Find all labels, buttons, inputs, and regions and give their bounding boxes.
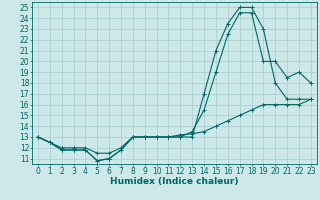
X-axis label: Humidex (Indice chaleur): Humidex (Indice chaleur)	[110, 177, 239, 186]
